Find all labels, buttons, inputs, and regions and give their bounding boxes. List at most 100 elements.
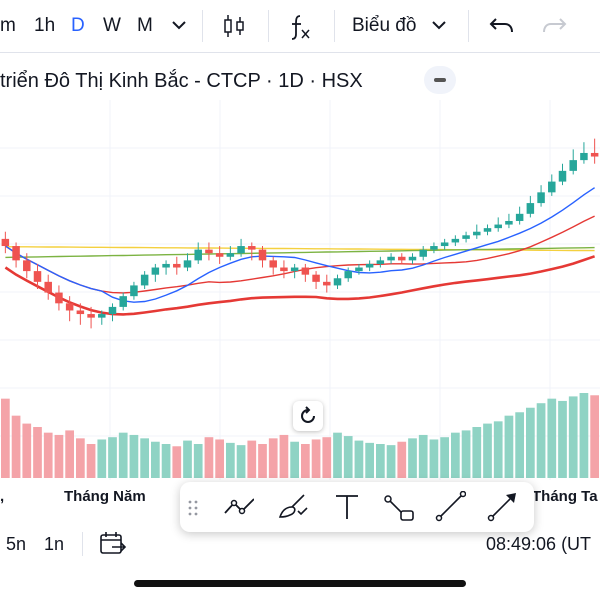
volume-bar (536, 403, 546, 478)
volume-bar (429, 439, 439, 478)
candle-body (280, 267, 288, 272)
candle-body (580, 152, 588, 161)
volume-bar (472, 427, 482, 478)
interval-d[interactable]: D (71, 15, 85, 36)
candle-body (333, 278, 342, 286)
candle-body (462, 235, 470, 239)
volume-bar (515, 412, 524, 478)
candle-body (12, 246, 20, 261)
volume-bar (558, 400, 567, 478)
go-to-date-icon[interactable] (98, 530, 128, 558)
volume-bar (408, 438, 417, 478)
ma-line-yellow (5, 246, 595, 252)
candle-body (183, 260, 192, 268)
volume-bar (118, 432, 128, 478)
ma-line-red (5, 215, 595, 294)
volume-bar (376, 444, 385, 478)
candle-body (130, 285, 138, 297)
volume-bar (1, 398, 10, 478)
candle-body (312, 274, 320, 282)
chevron-down-icon[interactable] (428, 14, 456, 42)
volume-bar (568, 396, 578, 478)
candle-body (365, 263, 374, 268)
candle-body (1, 238, 10, 247)
volume-bar (65, 430, 74, 478)
volume-bar (97, 439, 107, 478)
candle-body (237, 246, 245, 254)
toolbar-divider (202, 10, 203, 42)
candle-body (33, 271, 42, 282)
volume-bar (526, 407, 535, 478)
candle-body (355, 267, 363, 272)
volume-bar (43, 432, 53, 478)
volume-bar (129, 434, 139, 478)
volume-bar (461, 430, 471, 478)
volume-bar (215, 439, 224, 478)
candle-body (248, 246, 256, 250)
interval-m[interactable]: m (0, 15, 16, 36)
trend-line-tool-icon[interactable] (434, 491, 466, 523)
candle-body (55, 292, 63, 304)
candle-body (226, 253, 235, 257)
volume-bar (451, 432, 460, 478)
volume-bar (493, 421, 503, 478)
candlestick-icon[interactable] (220, 12, 248, 40)
volume-bar (108, 437, 117, 478)
drag-handle-icon[interactable] (186, 499, 218, 531)
arrow-tool-icon[interactable] (486, 491, 518, 523)
toolbar-divider (334, 10, 335, 42)
ma-line-blue (5, 187, 595, 303)
volume-bar (322, 437, 332, 478)
reset-chart-button[interactable] (293, 401, 323, 431)
candle-body (87, 314, 95, 318)
candle-body (269, 260, 277, 268)
bottom-bar: 5n 1n 08:49:06 (UT (0, 528, 600, 560)
clock-time[interactable]: 08:49:06 (UT (486, 534, 592, 554)
price-chart[interactable] (0, 100, 600, 480)
volume-bar (172, 446, 182, 478)
interval-m-monthly[interactable]: M (137, 15, 153, 36)
volume-bar (11, 415, 21, 478)
volume-bar (333, 432, 342, 478)
candle-body (558, 170, 567, 182)
candle-body (387, 256, 395, 261)
brush-tool-icon[interactable] (276, 491, 308, 523)
volume-bar (440, 437, 449, 478)
range-5n[interactable]: 5n (6, 534, 27, 554)
candle-body (98, 314, 106, 318)
volume-bar (386, 445, 396, 478)
volume-bar (301, 444, 310, 478)
volume-bar (140, 438, 149, 478)
range-1n[interactable]: 1n (44, 534, 65, 554)
collapse-legend-icon[interactable] (424, 66, 456, 94)
candle-body (569, 160, 577, 171)
volume-bar (204, 437, 214, 478)
ma-line-green (5, 246, 595, 259)
chevron-down-icon[interactable] (168, 14, 196, 42)
volume-bar (86, 444, 96, 478)
pattern-tool-icon[interactable] (222, 491, 254, 523)
text-tool-icon[interactable] (332, 491, 364, 523)
volume-bar (54, 434, 64, 478)
candle-body (473, 231, 481, 236)
x-axis-tick-left: , (0, 488, 5, 505)
candle-body (440, 242, 449, 247)
candle-body (430, 246, 438, 250)
interval-w[interactable]: W (103, 15, 121, 36)
candle-body (483, 228, 492, 232)
chart-type-menu[interactable]: Biểu đồ (352, 15, 417, 36)
volume-bar (343, 436, 353, 478)
volume-bar (226, 442, 235, 478)
candle-body (419, 249, 427, 257)
candle-body (548, 181, 556, 193)
candle-body (44, 281, 52, 293)
candle-body (376, 260, 385, 264)
redo-icon[interactable] (540, 12, 568, 40)
function-fx-icon[interactable] (286, 12, 314, 40)
candle-body (140, 274, 149, 286)
interval-1h[interactable]: 1h (34, 15, 56, 36)
undo-icon[interactable] (488, 12, 516, 40)
volume-bar (354, 440, 364, 478)
path-tool-icon[interactable] (382, 491, 414, 523)
symbol-title: triển Đô Thị Kinh Bắc - CTCP · 1D · HSX (0, 70, 363, 92)
